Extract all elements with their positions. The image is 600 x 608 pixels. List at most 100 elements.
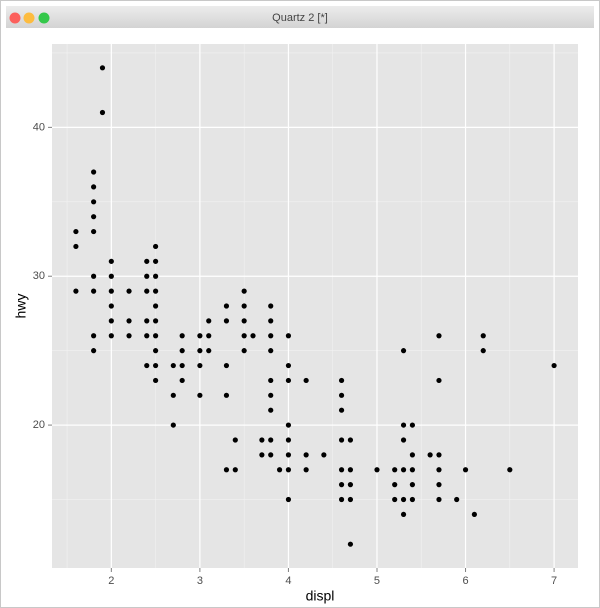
point [347, 437, 354, 443]
point [144, 318, 150, 324]
x-tick-label: 4 [285, 575, 291, 587]
point [400, 496, 407, 503]
point [91, 288, 97, 294]
point [285, 496, 292, 503]
point [436, 452, 442, 458]
point [259, 437, 265, 443]
point [268, 318, 274, 324]
point [170, 392, 176, 398]
x-tick-label: 2 [108, 575, 114, 587]
point [480, 348, 486, 354]
point [338, 407, 345, 413]
point [462, 467, 469, 473]
y-tick-label: 40 [33, 121, 45, 133]
point [268, 348, 274, 354]
point [153, 258, 159, 264]
point [223, 303, 230, 309]
point [108, 258, 114, 264]
point [374, 467, 380, 473]
point [338, 482, 345, 488]
point [197, 348, 203, 354]
close-button[interactable] [9, 12, 21, 24]
point [400, 348, 407, 354]
point [144, 362, 150, 369]
point [259, 452, 265, 458]
point [153, 348, 159, 354]
point [153, 318, 159, 324]
point [197, 362, 203, 369]
point [206, 348, 212, 354]
point [197, 392, 203, 398]
point [436, 482, 442, 488]
point [153, 243, 159, 250]
point [179, 333, 185, 339]
point [153, 362, 159, 369]
point [409, 422, 416, 428]
point [144, 333, 150, 339]
point [153, 303, 159, 309]
point [223, 362, 230, 369]
point [91, 184, 97, 190]
point [91, 169, 97, 175]
point [454, 496, 460, 503]
point [241, 288, 247, 294]
point [480, 333, 486, 339]
point [126, 333, 132, 339]
point [241, 348, 247, 354]
point [338, 377, 345, 384]
zoom-button[interactable] [38, 12, 50, 24]
point [108, 288, 114, 294]
point [73, 243, 79, 250]
point [338, 467, 345, 473]
point [232, 467, 238, 473]
x-axis-label: displ [306, 588, 335, 604]
point [179, 362, 185, 369]
point [347, 496, 354, 503]
point [144, 258, 150, 264]
point [144, 288, 150, 294]
point [268, 452, 274, 458]
point [170, 422, 176, 428]
point [436, 467, 442, 473]
point [223, 467, 230, 473]
point [268, 377, 274, 384]
point [232, 437, 238, 443]
point [197, 333, 203, 339]
point [241, 318, 247, 324]
point [347, 482, 354, 488]
point [91, 348, 97, 354]
point [285, 437, 292, 443]
point [91, 273, 97, 279]
point [392, 482, 398, 488]
point [268, 407, 274, 413]
point [471, 511, 477, 518]
point [285, 422, 292, 428]
point [179, 348, 185, 354]
point [436, 496, 442, 503]
point [268, 437, 274, 443]
point [126, 318, 132, 324]
point [321, 452, 327, 458]
x-tick-label: 3 [197, 575, 203, 587]
y-tick-label: 30 [33, 270, 45, 282]
minimize-button[interactable] [23, 12, 35, 24]
point [507, 467, 513, 473]
point [108, 333, 114, 339]
point [400, 511, 407, 518]
point [303, 377, 309, 384]
window-title: Quartz 2 [*] [272, 12, 328, 24]
point [338, 437, 345, 443]
point [303, 467, 309, 473]
point [285, 377, 292, 384]
point [409, 452, 416, 458]
y-tick-label: 20 [33, 419, 45, 431]
point [73, 228, 79, 235]
point [179, 377, 185, 384]
point [91, 214, 97, 220]
point [268, 333, 274, 339]
point [223, 318, 230, 324]
point [338, 496, 345, 503]
point [170, 362, 176, 369]
point [108, 273, 114, 279]
